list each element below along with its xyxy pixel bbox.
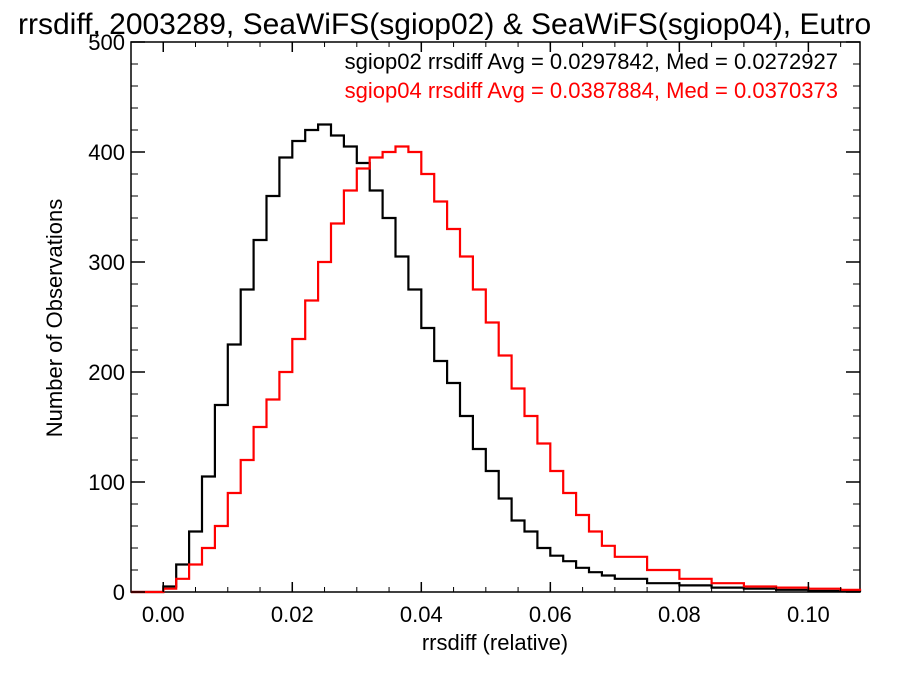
x-tick-label: 0.00 <box>142 602 185 627</box>
y-tick-label: 300 <box>88 250 125 275</box>
x-axis: 0.00 0.02 0.04 0.06 0.08 0.10 <box>142 42 842 627</box>
y-axis: 0 100 200 300 400 500 <box>88 30 860 605</box>
x-tick-label: 0.06 <box>529 602 572 627</box>
y-tick-label: 100 <box>88 470 125 495</box>
series-line-sgiop02 <box>131 123 862 594</box>
x-tick-label: 0.10 <box>787 602 830 627</box>
y-axis-label: Number of Observations <box>42 199 67 437</box>
y-tick-label: 0 <box>113 580 125 605</box>
y-tick-label: 200 <box>88 360 125 385</box>
series-line-sgiop04 <box>131 145 862 594</box>
series-annotation-sgiop02: sgiop02 rrsdiff Avg = 0.0297842, Med = 0… <box>345 49 838 74</box>
chart-title: rrsdiff, 2003289, SeaWiFS(sgiop02) & Sea… <box>18 8 871 41</box>
x-tick-label: 0.02 <box>271 602 314 627</box>
plot-area <box>130 41 861 593</box>
plot-frame <box>130 41 861 593</box>
series-layer <box>131 123 862 594</box>
x-tick-label: 0.04 <box>400 602 443 627</box>
series-annotation-sgiop04: sgiop04 rrsdiff Avg = 0.0387884, Med = 0… <box>345 78 838 103</box>
x-axis-label: rrsdiff (relative) <box>422 630 568 655</box>
y-tick-label: 400 <box>88 140 125 165</box>
x-tick-label: 0.08 <box>658 602 701 627</box>
y-tick-label: 500 <box>88 30 125 55</box>
